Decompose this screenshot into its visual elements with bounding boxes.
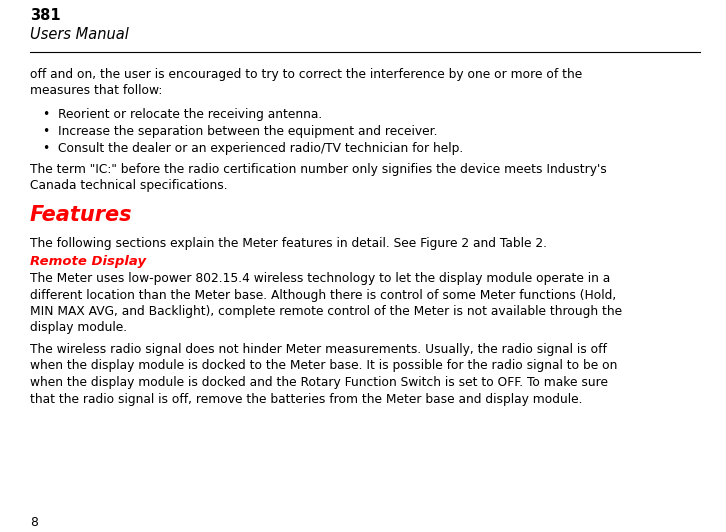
Text: The wireless radio signal does not hinder Meter measurements. Usually, the radio: The wireless radio signal does not hinde… bbox=[30, 343, 617, 405]
Text: 8: 8 bbox=[30, 516, 38, 529]
Text: Users Manual: Users Manual bbox=[30, 27, 129, 42]
Text: The following sections explain the Meter features in detail. See Figure 2 and Ta: The following sections explain the Meter… bbox=[30, 237, 547, 250]
Text: •: • bbox=[42, 142, 49, 155]
Text: •: • bbox=[42, 125, 49, 138]
Text: 381: 381 bbox=[30, 8, 61, 23]
Text: Features: Features bbox=[30, 205, 133, 225]
Text: •: • bbox=[42, 108, 49, 121]
Text: Remote Display: Remote Display bbox=[30, 255, 146, 268]
Text: The term "IC:" before the radio certification number only signifies the device m: The term "IC:" before the radio certific… bbox=[30, 163, 607, 193]
Text: off and on, the user is encouraged to try to correct the interference by one or : off and on, the user is encouraged to tr… bbox=[30, 68, 582, 97]
Text: Increase the separation between the equipment and receiver.: Increase the separation between the equi… bbox=[58, 125, 438, 138]
Text: Consult the dealer or an experienced radio/TV technician for help.: Consult the dealer or an experienced rad… bbox=[58, 142, 463, 155]
Text: Reorient or relocate the receiving antenna.: Reorient or relocate the receiving anten… bbox=[58, 108, 322, 121]
Text: The Meter uses low-power 802.15.4 wireless technology to let the display module : The Meter uses low-power 802.15.4 wirele… bbox=[30, 272, 622, 335]
